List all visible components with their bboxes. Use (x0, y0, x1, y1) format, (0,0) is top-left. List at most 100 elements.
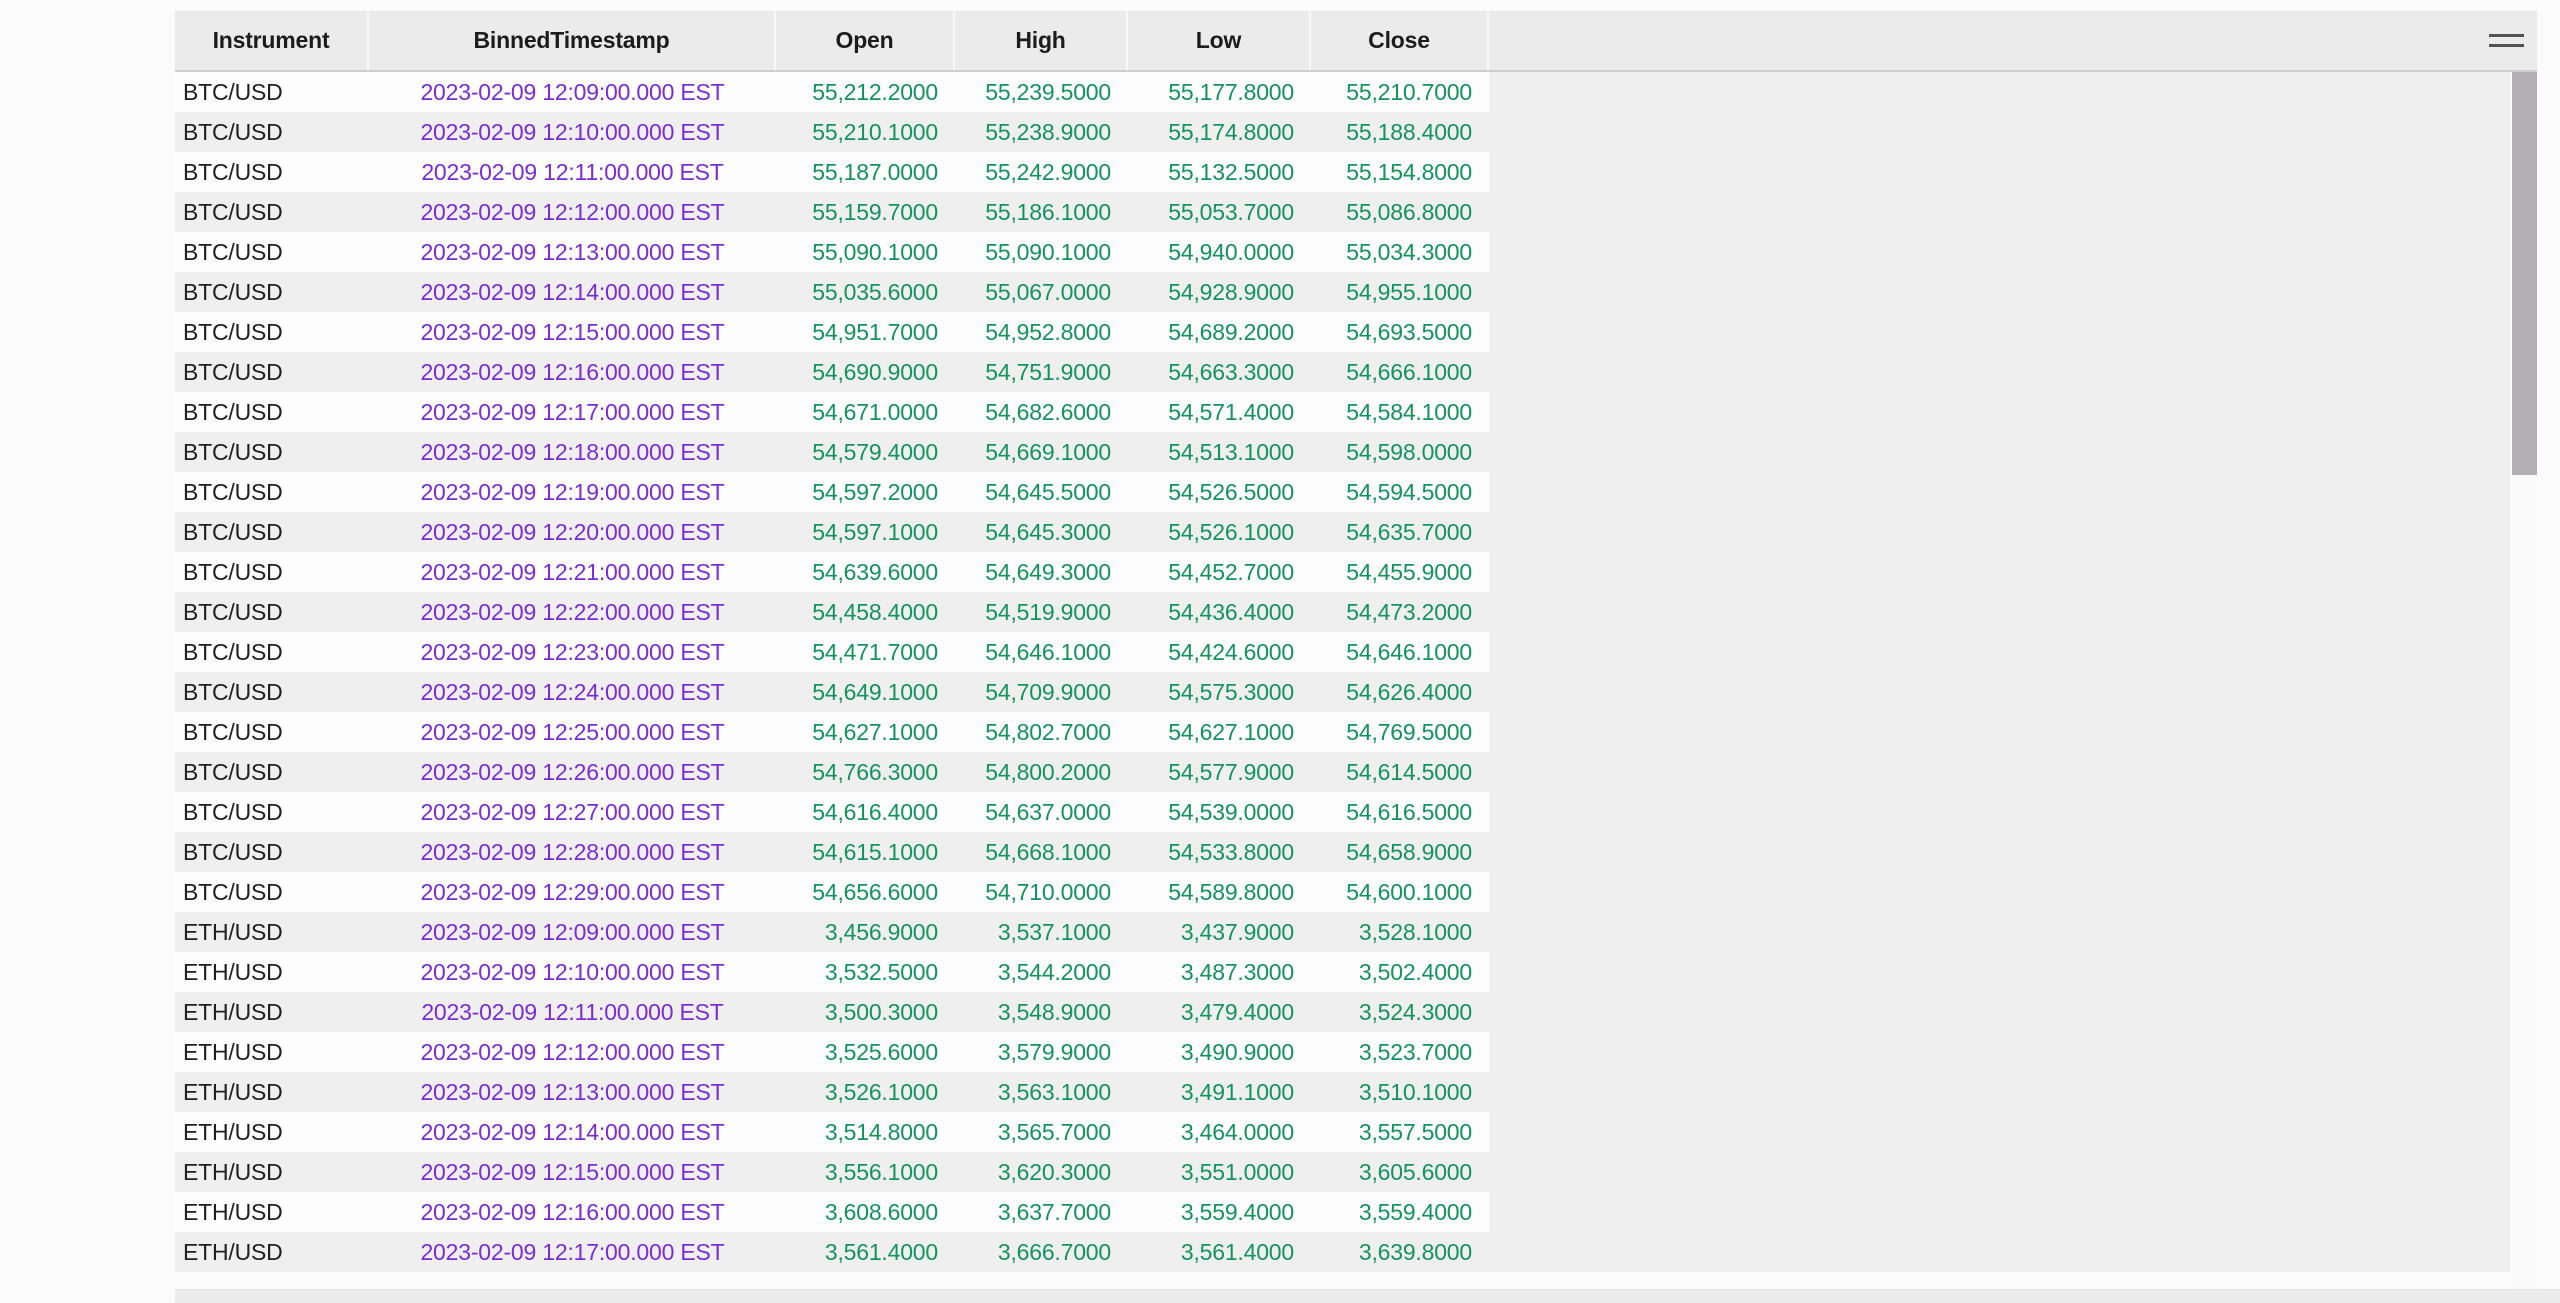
cell-open[interactable]: 3,532.5000 (824, 959, 938, 985)
cell-high[interactable]: 54,645.5000 (985, 479, 1111, 505)
cell-instrument[interactable]: BTC/USD (183, 439, 283, 465)
cell-close[interactable]: 3,510.1000 (1358, 1079, 1472, 1105)
cell-timestamp[interactable]: 2023-02-09 12:12:00.000 EST (420, 1039, 725, 1065)
cell-close[interactable]: 55,210.7000 (1346, 79, 1472, 105)
cell-close[interactable]: 55,154.8000 (1346, 159, 1472, 185)
cell-high[interactable]: 54,751.9000 (985, 359, 1111, 385)
cell-instrument[interactable]: BTC/USD (183, 679, 283, 705)
cell-high[interactable]: 55,067.0000 (985, 279, 1111, 305)
cell-timestamp[interactable]: 2023-02-09 12:13:00.000 EST (420, 239, 725, 265)
cell-open[interactable]: 3,456.9000 (824, 919, 938, 945)
cell-low[interactable]: 3,561.4000 (1180, 1239, 1294, 1265)
cell-timestamp[interactable]: 2023-02-09 12:12:00.000 EST (420, 199, 725, 225)
cell-close[interactable]: 3,528.1000 (1358, 919, 1472, 945)
cell-instrument[interactable]: BTC/USD (183, 119, 283, 145)
cell-instrument[interactable]: BTC/USD (183, 479, 283, 505)
cell-timestamp[interactable]: 2023-02-09 12:10:00.000 EST (420, 119, 725, 145)
table-row[interactable]: BTC/USD 2023-02-09 12:27:00.000 EST 54,616… (175, 792, 1489, 832)
cell-timestamp[interactable]: 2023-02-09 12:16:00.000 EST (420, 359, 725, 385)
cell-open[interactable]: 54,951.7000 (812, 319, 938, 345)
table-row[interactable]: BTC/USD 2023-02-09 12:12:00.000 EST 55,159… (175, 192, 1489, 232)
cell-timestamp[interactable]: 2023-02-09 12:14:00.000 EST (420, 279, 725, 305)
cell-close[interactable]: 54,955.1000 (1346, 279, 1472, 305)
cell-open[interactable]: 55,210.1000 (812, 119, 938, 145)
cell-close[interactable]: 54,600.1000 (1346, 879, 1472, 905)
cell-close[interactable]: 54,614.5000 (1346, 759, 1472, 785)
cell-low[interactable]: 3,559.4000 (1180, 1199, 1294, 1225)
cell-high[interactable]: 54,710.0000 (985, 879, 1111, 905)
cell-timestamp[interactable]: 2023-02-09 12:11:00.000 EST (421, 999, 724, 1025)
cell-low[interactable]: 54,539.0000 (1168, 799, 1294, 825)
cell-timestamp[interactable]: 2023-02-09 12:15:00.000 EST (420, 319, 725, 345)
table-row[interactable]: ETH/USD 2023-02-09 12:13:00.000 EST 3,526.… (175, 1072, 1489, 1112)
cell-low[interactable]: 54,663.3000 (1168, 359, 1294, 385)
cell-instrument[interactable]: BTC/USD (183, 719, 283, 745)
cell-instrument[interactable]: BTC/USD (183, 639, 283, 665)
cell-high[interactable]: 54,800.2000 (985, 759, 1111, 785)
cell-close[interactable]: 3,502.4000 (1358, 959, 1472, 985)
cell-instrument[interactable]: BTC/USD (183, 159, 283, 185)
cell-open[interactable]: 54,471.7000 (812, 639, 938, 665)
cell-high[interactable]: 3,548.9000 (997, 999, 1111, 1025)
cell-high[interactable]: 3,637.7000 (997, 1199, 1111, 1225)
cell-open[interactable]: 54,615.1000 (812, 839, 938, 865)
table-row[interactable]: ETH/USD 2023-02-09 12:14:00.000 EST 3,514.… (175, 1112, 1489, 1152)
cell-instrument[interactable]: BTC/USD (183, 399, 283, 425)
cell-instrument[interactable]: BTC/USD (183, 839, 283, 865)
cell-instrument[interactable]: BTC/USD (183, 879, 283, 905)
cell-low[interactable]: 3,437.9000 (1180, 919, 1294, 945)
table-row[interactable]: BTC/USD 2023-02-09 12:14:00.000 EST 55,035… (175, 272, 1489, 312)
cell-high[interactable]: 54,637.0000 (985, 799, 1111, 825)
cell-low[interactable]: 3,487.3000 (1180, 959, 1294, 985)
cell-high[interactable]: 3,620.3000 (997, 1159, 1111, 1185)
cell-close[interactable]: 54,616.5000 (1346, 799, 1472, 825)
cell-high[interactable]: 55,186.1000 (985, 199, 1111, 225)
table-row[interactable]: BTC/USD 2023-02-09 12:26:00.000 EST 54,766… (175, 752, 1489, 792)
cell-open[interactable]: 3,525.6000 (824, 1039, 938, 1065)
cell-low[interactable]: 55,132.5000 (1168, 159, 1294, 185)
cell-low[interactable]: 54,571.4000 (1168, 399, 1294, 425)
cell-high[interactable]: 3,537.1000 (997, 919, 1111, 945)
cell-timestamp[interactable]: 2023-02-09 12:18:00.000 EST (420, 439, 725, 465)
cell-timestamp[interactable]: 2023-02-09 12:23:00.000 EST (420, 639, 725, 665)
table-row[interactable]: BTC/USD 2023-02-09 12:09:00.000 EST 55,212… (175, 72, 1489, 112)
cell-open[interactable]: 55,187.0000 (812, 159, 938, 185)
cell-instrument[interactable]: BTC/USD (183, 559, 283, 585)
cell-close[interactable]: 3,557.5000 (1358, 1119, 1472, 1145)
cell-high[interactable]: 54,519.9000 (985, 599, 1111, 625)
cell-open[interactable]: 54,616.4000 (812, 799, 938, 825)
cell-instrument[interactable]: ETH/USD (183, 1079, 283, 1105)
cell-instrument[interactable]: ETH/USD (183, 1119, 283, 1145)
cell-close[interactable]: 54,455.9000 (1346, 559, 1472, 585)
cell-close[interactable]: 54,584.1000 (1346, 399, 1472, 425)
table-row[interactable]: BTC/USD 2023-02-09 12:16:00.000 EST 54,690… (175, 352, 1489, 392)
cell-open[interactable]: 54,597.1000 (812, 519, 938, 545)
cell-timestamp[interactable]: 2023-02-09 12:24:00.000 EST (420, 679, 725, 705)
cell-open[interactable]: 55,090.1000 (812, 239, 938, 265)
cell-timestamp[interactable]: 2023-02-09 12:17:00.000 EST (420, 1239, 725, 1265)
cell-timestamp[interactable]: 2023-02-09 12:28:00.000 EST (420, 839, 725, 865)
cell-instrument[interactable]: BTC/USD (183, 79, 283, 105)
cell-low[interactable]: 54,577.9000 (1168, 759, 1294, 785)
table-row[interactable]: BTC/USD 2023-02-09 12:19:00.000 EST 54,597… (175, 472, 1489, 512)
table-row[interactable]: ETH/USD 2023-02-09 12:17:00.000 EST 3,561.… (175, 1232, 1489, 1272)
column-header-close[interactable]: Close (1311, 11, 1489, 70)
cell-instrument[interactable]: ETH/USD (183, 1039, 283, 1065)
cell-close[interactable]: 55,188.4000 (1346, 119, 1472, 145)
cell-instrument[interactable]: BTC/USD (183, 799, 283, 825)
cell-timestamp[interactable]: 2023-02-09 12:15:00.000 EST (420, 1159, 725, 1185)
cell-instrument[interactable]: ETH/USD (183, 1159, 283, 1185)
cell-timestamp[interactable]: 2023-02-09 12:17:00.000 EST (420, 399, 725, 425)
table-row[interactable]: BTC/USD 2023-02-09 12:21:00.000 EST 54,639… (175, 552, 1489, 592)
cell-timestamp[interactable]: 2023-02-09 12:21:00.000 EST (420, 559, 725, 585)
cell-high[interactable]: 54,952.8000 (985, 319, 1111, 345)
cell-high[interactable]: 3,666.7000 (997, 1239, 1111, 1265)
cell-timestamp[interactable]: 2023-02-09 12:20:00.000 EST (420, 519, 725, 545)
cell-low[interactable]: 54,436.4000 (1168, 599, 1294, 625)
cell-open[interactable]: 55,212.2000 (812, 79, 938, 105)
cell-timestamp[interactable]: 2023-02-09 12:16:00.000 EST (420, 1199, 725, 1225)
cell-low[interactable]: 3,464.0000 (1180, 1119, 1294, 1145)
cell-close[interactable]: 3,524.3000 (1358, 999, 1472, 1025)
cell-timestamp[interactable]: 2023-02-09 12:19:00.000 EST (420, 479, 725, 505)
cell-high[interactable]: 54,645.3000 (985, 519, 1111, 545)
